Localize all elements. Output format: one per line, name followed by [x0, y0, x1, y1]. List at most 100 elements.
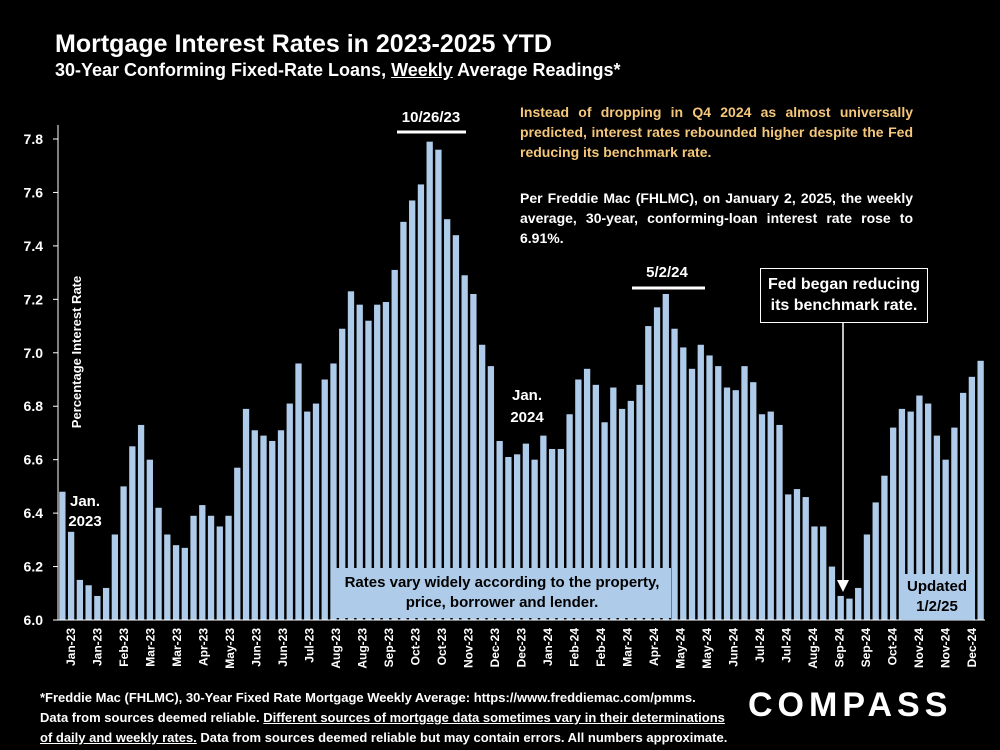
bar — [304, 411, 311, 620]
x-tick-label: Dec-23 — [515, 628, 529, 668]
x-tick-label: Apr-24 — [647, 628, 661, 666]
bar — [767, 411, 774, 620]
bar — [312, 403, 320, 620]
bar — [540, 435, 547, 620]
bar — [566, 414, 573, 620]
bar — [505, 456, 512, 620]
x-tick-label: Jan-23 — [64, 628, 78, 666]
bar — [356, 304, 363, 620]
footer-line3b: Data from sources deemed reliable but ma… — [196, 730, 728, 745]
bar — [732, 390, 739, 620]
bar — [723, 387, 731, 620]
bar — [793, 489, 801, 620]
bar — [881, 475, 888, 620]
bar — [479, 344, 486, 620]
bar — [959, 392, 967, 620]
bar — [688, 368, 696, 620]
bar — [260, 435, 267, 620]
subtitle-post: Average Readings* — [452, 60, 621, 80]
bar — [785, 494, 792, 620]
bar — [916, 395, 923, 620]
bar — [207, 515, 215, 620]
x-tick-label: Jul-24 — [779, 628, 793, 663]
x-tick-label: Mar-23 — [144, 628, 158, 667]
chart-title: Mortgage Interest Rates in 2023-2025 YTD — [55, 30, 552, 58]
bar — [741, 366, 748, 620]
chart-subtitle: 30-Year Conforming Fixed-Rate Loans, Wee… — [55, 60, 621, 81]
y-tick-label: 6.2 — [24, 559, 44, 575]
bar — [172, 545, 180, 620]
bar — [67, 531, 75, 620]
x-tick-label: Jun-23 — [276, 628, 290, 667]
updated-line2: 1/2/25 — [916, 598, 958, 615]
footer-line3a: of daily and weekly rates. — [40, 730, 197, 745]
x-tick-label: Nov-23 — [462, 628, 476, 668]
bar — [872, 502, 879, 620]
bar — [846, 598, 853, 620]
y-tick-label: 7.2 — [24, 291, 44, 307]
bar — [452, 235, 460, 620]
x-tick-label: Aug-23 — [356, 628, 370, 669]
bar — [828, 566, 836, 620]
bar — [977, 360, 984, 620]
bar — [898, 408, 906, 620]
rates-box-line2: price, borrower and lender. — [405, 594, 599, 611]
x-tick-label: Jan-23 — [91, 628, 105, 666]
y-tick-label: 7.0 — [24, 345, 44, 361]
x-tick-label: Mar-23 — [170, 628, 184, 667]
footer-line2: Data from sources deemed reliable. Diffe… — [40, 708, 740, 728]
x-tick-label: Jul-24 — [753, 628, 767, 663]
bar — [374, 304, 381, 620]
footer-line1: *Freddie Mac (FHLMC), 30-Year Fixed Rate… — [40, 690, 696, 705]
subtitle-pre: 30-Year Conforming Fixed-Rate Loans, — [55, 60, 392, 80]
x-tick-label: Jun-23 — [250, 628, 264, 667]
bar — [190, 515, 197, 620]
bar — [242, 408, 250, 620]
bar — [269, 440, 276, 620]
bar — [155, 507, 162, 620]
jan-2024-label-line2: 2024 — [510, 409, 544, 426]
x-tick-label: May-24 — [673, 628, 687, 669]
x-tick-label: Sep-24 — [859, 628, 873, 668]
bar — [697, 344, 704, 620]
x-tick-label: Aug-23 — [329, 628, 343, 669]
bar — [750, 382, 757, 620]
subtitle-weekly: Weekly — [391, 60, 453, 80]
x-tick-label: Jul-23 — [303, 628, 317, 663]
bar — [102, 587, 110, 620]
y-axis-label: Percentage Interest Rate — [69, 276, 84, 428]
bar — [111, 534, 118, 620]
x-tick-label: Aug-24 — [806, 628, 820, 669]
bar — [951, 427, 958, 620]
bar — [925, 403, 932, 620]
bar — [662, 293, 669, 620]
fed-arrow-head — [837, 580, 849, 592]
peak-label-oct-2023: 10/26/23 — [401, 109, 461, 126]
x-tick-label: Sep-23 — [382, 628, 396, 668]
bar — [715, 366, 722, 620]
bar — [321, 379, 328, 620]
bar — [758, 414, 766, 620]
x-tick-label: Oct-23 — [435, 628, 449, 666]
bar — [146, 459, 153, 620]
bar — [365, 320, 372, 620]
bar — [137, 424, 145, 620]
bar — [968, 376, 976, 620]
bar — [59, 491, 66, 620]
y-tick-label: 6.4 — [24, 505, 44, 521]
bar — [426, 141, 433, 621]
bar — [400, 221, 407, 620]
y-tick-label: 6.6 — [24, 452, 44, 468]
x-tick-label: May-23 — [223, 628, 237, 669]
x-tick-label: May-24 — [700, 628, 714, 669]
bar — [225, 515, 232, 620]
jan-2024-label: Jan. 2024 — [497, 385, 557, 429]
x-tick-label: Apr-23 — [197, 628, 211, 666]
footer-line2a: Data from sources deemed reliable. — [40, 710, 264, 725]
note-freddie-mac: Per Freddie Mac (FHLMC), on January 2, 2… — [520, 190, 913, 246]
bar — [802, 497, 809, 620]
bar — [706, 355, 713, 620]
bar — [636, 384, 643, 620]
y-tick-label: 7.6 — [24, 184, 44, 200]
bar — [251, 430, 258, 620]
